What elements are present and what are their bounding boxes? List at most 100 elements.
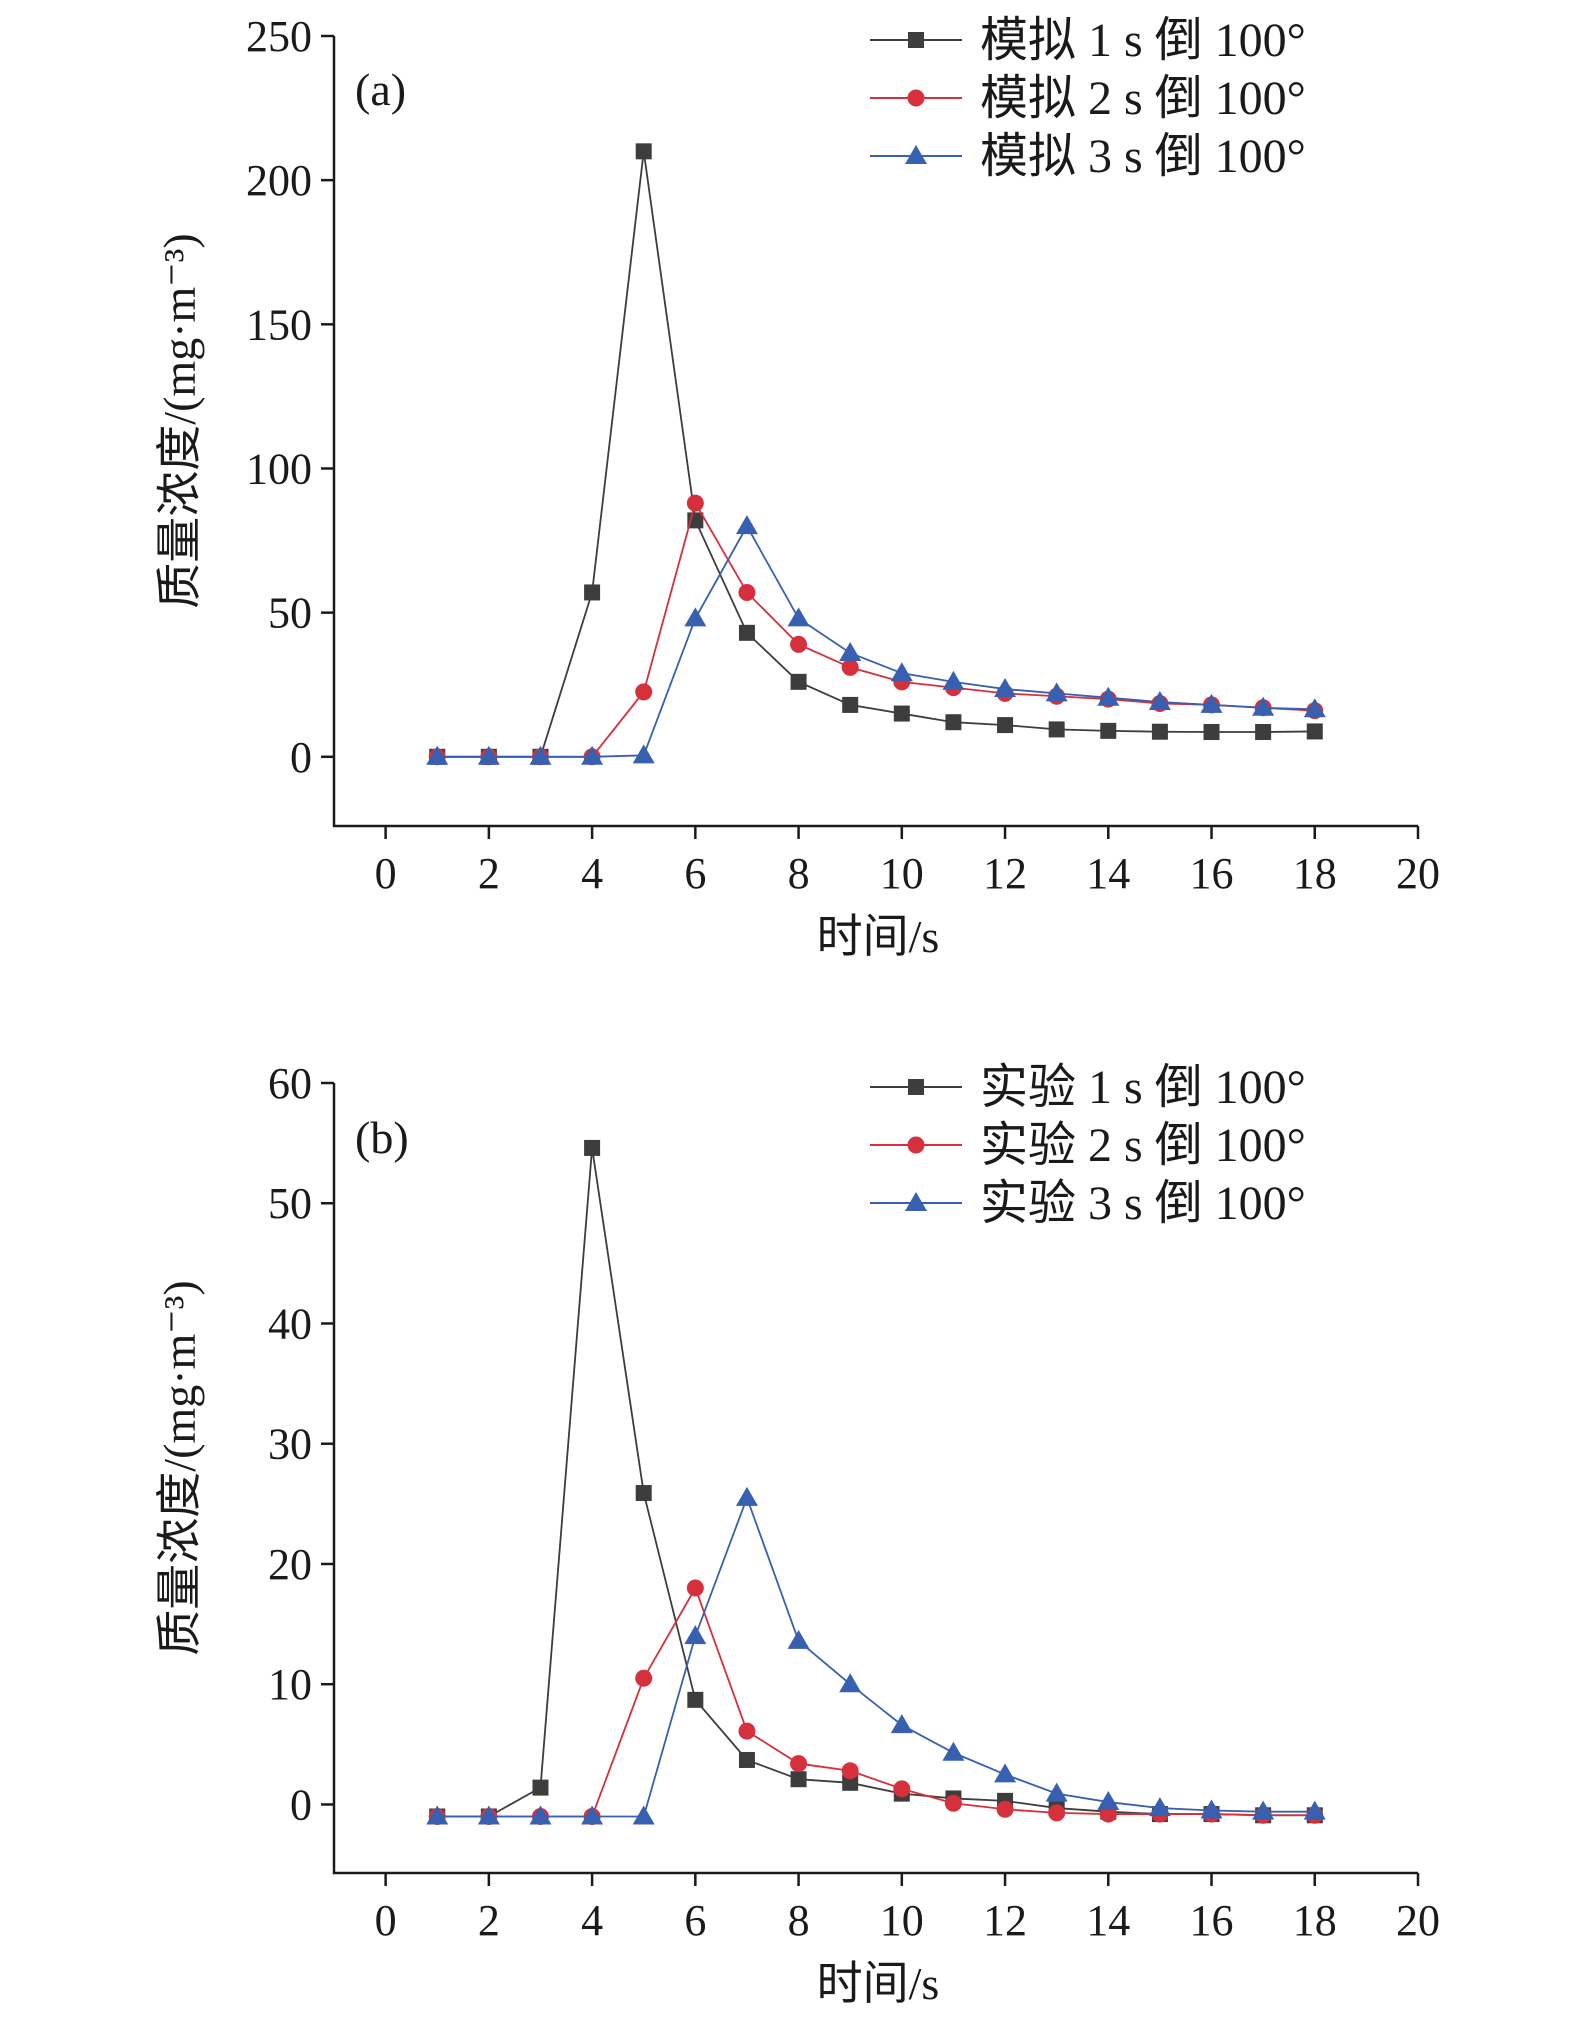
panel-b-axis-frame [332,1083,1418,1875]
panel-b-legend-item-3: 实验 3 s 倒 100° [870,1177,1306,1230]
panel-b-x-tick-label: 18 [1293,1896,1337,1945]
panel-a-series-3-point [1097,686,1120,706]
panel-a-series-3-point [684,607,707,627]
panel-b-y-axis-title: 质量浓度/(mg·m⁻³) [154,1280,205,1655]
panel-b-series-2-point [635,1669,653,1687]
panel-a-series-1-point [1255,724,1272,741]
panel-b-series-3-point [632,1805,655,1825]
panel-b-series-3-point [477,1805,500,1825]
panel-a-legend-item-2: 模拟 2 s 倒 100° [870,72,1306,125]
panel-b-y-tick-label: 20 [268,1540,312,1589]
panel-b-x-tick-label: 0 [375,1896,397,1945]
panel-b-legend-label-3: 实验 3 s 倒 100° [980,1177,1306,1230]
panel-b-y-tick-label: 0 [290,1780,312,1829]
panel-b-series-3-point [426,1805,449,1825]
panel-a-x-tick-label: 4 [581,849,603,898]
panel-b-series-1-point [738,1751,755,1768]
panel-b-series-3-point [839,1673,862,1693]
panel-b-x-axis-title: 时间/s [817,1958,940,2009]
panel-a-series-1-point [893,705,910,722]
panel-b-series-3-point [735,1486,758,1506]
panel-a-x-tick-label: 20 [1396,849,1440,898]
panel-b-legend-marker-3 [905,1192,927,1211]
panel-b-x-tick-label: 16 [1190,1896,1234,1945]
panel-b-legend-item-2: 实验 2 s 倒 100° [870,1119,1306,1172]
panel-a-label: (a) [355,64,406,115]
panel-b-series-1-point [842,1774,859,1791]
panel-a-x-tick-label: 12 [983,849,1027,898]
panel-b-series-3-point [1097,1791,1120,1811]
panel-b-series-3-point [1252,1800,1275,1820]
panel-a-series-2-point [790,635,808,653]
panel-a-series-3-point [632,744,655,764]
panel-a-series-3-point [1200,693,1223,713]
panel-b-series-1-point [635,1485,652,1502]
panel-a-series-3-point [1148,691,1171,711]
panel-a-series-1-point [997,717,1014,734]
panel-b-legend-label-2: 实验 2 s 倒 100° [980,1119,1306,1172]
panel-b-series-2-point [790,1755,808,1773]
panel-a-series-1-point [738,624,755,641]
panel-b-series-1-point [532,1779,549,1796]
panel-b-series-2-point [841,1762,859,1780]
panel-a-x-tick-label: 14 [1086,849,1130,898]
panel-b-series-3-point [1148,1797,1171,1817]
panel-b-legend: 实验 1 s 倒 100°实验 2 s 倒 100°实验 3 s 倒 100° [870,1061,1306,1230]
panel-a-series-3-point [1303,698,1326,718]
panel-b-series-2-point [1048,1804,1066,1822]
panel-a-series-3-point [477,745,500,765]
panel-a-series-3-point [942,670,965,690]
panel-b-series-2-line [437,1585,1315,1818]
panel-a-x-tick-label: 6 [684,849,706,898]
panel-b-series-3-point [890,1714,913,1734]
panel-a-x-tick-label: 8 [788,849,810,898]
panel-b-y-tick-label: 40 [268,1299,312,1348]
panel-a-y-tick-label: 200 [246,156,312,205]
panel-a-legend: 模拟 1 s 倒 100°模拟 2 s 倒 100°模拟 3 s 倒 100° [870,14,1306,183]
panel-b-x-tick-label: 6 [684,1896,706,1945]
panel-b-series-2-point [944,1794,962,1812]
panel-b-series-3-line [437,1495,1315,1818]
panel-a-legend-label-1: 模拟 1 s 倒 100° [980,14,1306,67]
panel-b-series-1-point [790,1771,807,1788]
panel-a-x-tick-label: 2 [478,849,500,898]
panel-a-series-3-point [529,745,552,765]
panel-a-y-tick-label: 50 [268,589,312,638]
panel-a-y-tick-label: 150 [246,300,312,349]
panel-b-label: (b) [355,1112,409,1163]
panel-a-y-tick-label: 250 [246,12,312,61]
panel-a-series-1-line [437,151,1315,758]
panel-b-x-tick-label: 14 [1086,1896,1130,1945]
panel-a-series-3-line [437,524,1315,758]
panel-a-series-2-point [738,583,756,601]
panel-b-legend-marker-2 [907,1136,925,1154]
panel-a-axis-frame [332,36,1418,828]
panel-b-legend-marker-1 [908,1079,924,1095]
panel-a-y-tick-label: 0 [290,733,312,782]
panel-a-series-3-point [735,515,758,535]
panel-b-series-1-point [584,1139,601,1156]
panel-a-x-tick-label: 18 [1293,849,1337,898]
panel-b-series-2-point [686,1579,704,1597]
panel-a-legend-label-3: 模拟 3 s 倒 100° [980,130,1306,183]
panel-b-series-3-point [994,1763,1017,1783]
panel-a-series-2-point [841,658,859,676]
panel-b-series-3-point [942,1741,965,1761]
panel-a-series-3-point [994,678,1017,698]
panel-a-series-1-point [1151,723,1168,740]
panel-b-series-1-line [437,1147,1315,1818]
panel-a-legend-marker-1 [908,32,924,48]
panel-b-series-3-point [787,1629,810,1649]
panel-b-series-3-point [1200,1799,1223,1819]
panel-b-series-3-point [684,1625,707,1645]
panel-a-legend-item-1: 模拟 1 s 倒 100° [870,14,1306,67]
panel-b-ticks: 0 2 4 6 8 10 12 14 16 18 20 0 10 20 30 40 50 60 [268,1059,1440,1945]
panel-b-series-2-point [996,1800,1014,1818]
panel-b-series-2-point [738,1722,756,1740]
panel-b-x-tick-label: 2 [478,1896,500,1945]
panel-a-series-1-point [635,143,652,160]
panel-a-series-3-point [1045,682,1068,702]
